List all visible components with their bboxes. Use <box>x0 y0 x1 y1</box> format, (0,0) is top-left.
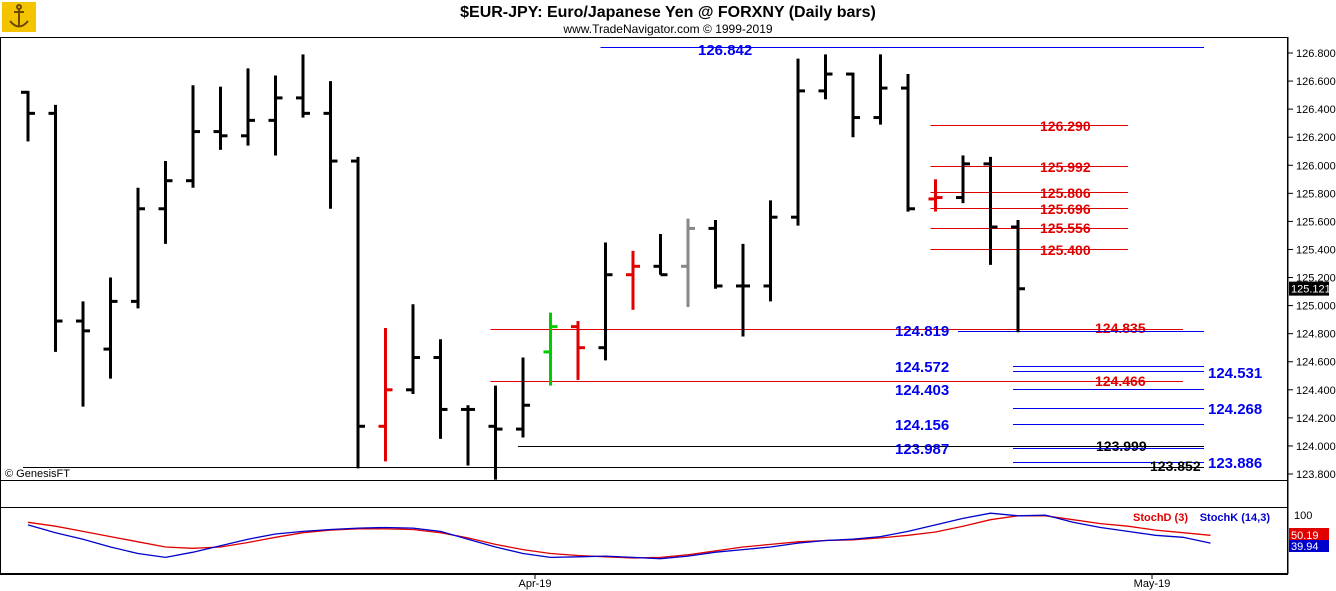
copyright-label: © GenesisFT <box>5 468 70 480</box>
y-tick-label: 126.400 <box>1296 104 1336 116</box>
y-tick-label: 123.800 <box>1296 469 1336 481</box>
level-label: 126.842 <box>698 42 752 59</box>
ohlc-bar <box>158 161 173 244</box>
ohlc-bar <box>131 187 145 309</box>
level-label: 125.556 <box>1040 220 1091 236</box>
ohlc-bar <box>213 86 228 150</box>
page-subtitle: www.TradeNavigator.com © 1999-2019 <box>562 22 772 36</box>
ohlc-bar <box>461 405 475 466</box>
page-title: $EUR-JPY: Euro/Japanese Yen @ FORXNY (Da… <box>460 4 876 21</box>
ohlc-bar <box>681 218 695 308</box>
ohlc-bar <box>241 68 255 146</box>
y-tick-label: 124.600 <box>1296 357 1336 369</box>
stoch-k-line <box>27 512 1211 560</box>
last-price-value: 125.121 <box>1291 284 1331 296</box>
ohlc-bar <box>516 357 530 438</box>
level-label: 124.572 <box>895 359 949 376</box>
ohlc-bar <box>763 200 778 302</box>
level-label: 124.403 <box>895 382 949 399</box>
logo <box>2 2 36 32</box>
y-tick-label: 126.200 <box>1296 132 1336 144</box>
ohlc-bar <box>983 156 998 265</box>
ohlc-bar <box>351 156 365 469</box>
level-label: 124.835 <box>1095 320 1146 336</box>
y-tick-label: 125.600 <box>1296 216 1336 228</box>
stoch-d-tag-bg <box>1289 528 1329 541</box>
level-label: 124.466 <box>1095 373 1146 389</box>
ohlc-bar <box>598 242 613 361</box>
level-label: 125.696 <box>1040 201 1091 217</box>
level-label: 125.992 <box>1040 159 1091 175</box>
ohlc-bar <box>928 179 943 212</box>
stoch-k-tag-value: 39.94 <box>1291 541 1319 553</box>
ohlc-bar <box>186 85 200 188</box>
ohlc-bar <box>48 104 63 352</box>
x-tick-label: May-19 <box>1134 578 1171 590</box>
level-label: 124.156 <box>895 417 949 434</box>
ohlc-bar <box>901 74 915 212</box>
level-label: 125.806 <box>1040 185 1091 201</box>
y-tick-label: 125.000 <box>1296 301 1336 313</box>
y-tick-label: 124.200 <box>1296 413 1336 425</box>
y-tick-label: 124.400 <box>1296 385 1336 397</box>
level-label: 126.290 <box>1040 118 1091 134</box>
y-tick-label: 125.400 <box>1296 244 1336 256</box>
ohlc-bar <box>571 321 585 380</box>
level-label: 123.886 <box>1208 455 1262 472</box>
y-tick-label: 125.800 <box>1296 188 1336 200</box>
stoch-k-tag-bg <box>1289 540 1329 552</box>
stoch-y-tick-100: 100 <box>1294 510 1312 522</box>
ohlc-bars <box>21 54 1025 480</box>
y-tick-label: 126.000 <box>1296 160 1336 172</box>
ohlc-bar <box>956 155 970 204</box>
ohlc-bar <box>791 58 805 226</box>
ohlc-bar <box>543 312 558 386</box>
ohlc-bar <box>846 72 860 138</box>
stoch-d-line <box>27 515 1211 559</box>
y-tick-label: 126.800 <box>1296 48 1336 60</box>
last-price-tag: 125.121 <box>1289 281 1331 296</box>
ohlc-bar <box>21 90 35 142</box>
y-tick-label: 124.000 <box>1296 441 1336 453</box>
x-axis: Apr-19 May-19 <box>518 574 1170 590</box>
level-label: 124.819 <box>895 323 949 340</box>
ohlc-bar <box>268 75 283 156</box>
ohlc-bar <box>76 301 90 407</box>
y-tick-label: 124.800 <box>1296 329 1336 341</box>
ohlc-bar <box>873 54 888 125</box>
ohlc-bar <box>323 81 338 209</box>
stoch-d-tag: 50.19 <box>1289 528 1329 542</box>
ohlc-bar <box>433 339 448 439</box>
stoch-d-tag-value: 50.19 <box>1291 530 1319 542</box>
y-axis: 126.800 126.600 126.400 126.200 126.000 125.8… <box>1288 48 1336 481</box>
level-label: 123.999 <box>1096 438 1147 454</box>
ohlc-bar <box>488 385 503 480</box>
ohlc-bar <box>378 328 393 462</box>
ohlc-bar <box>626 250 640 310</box>
anchor-icon <box>9 4 29 28</box>
x-tick-label: Apr-19 <box>518 578 551 590</box>
legend-stoch-k: StochK (14,3) <box>1200 512 1271 524</box>
level-label: 123.987 <box>895 441 949 458</box>
ohlc-bar <box>736 243 750 337</box>
ohlc-bar <box>1011 219 1025 333</box>
last-price-tag-bg <box>1289 281 1329 296</box>
level-label: 124.531 <box>1208 365 1262 382</box>
y-tick-label: 126.600 <box>1296 76 1336 88</box>
ohlc-bar <box>406 304 420 395</box>
level-label: 123.852 <box>1150 458 1201 474</box>
ohlc-bar <box>103 277 118 379</box>
y-tick-label: 125.200 <box>1296 273 1336 285</box>
level-label: 125.400 <box>1040 242 1091 258</box>
level-label: 124.268 <box>1208 401 1262 418</box>
ohlc-bar <box>818 54 833 100</box>
legend-stoch-d: StochD (3) <box>1133 512 1188 524</box>
ohlc-bar <box>296 54 310 118</box>
stochastic-lines <box>27 512 1211 560</box>
ohlc-bar <box>708 219 723 289</box>
stoch-k-tag: 39.94 <box>1289 540 1329 553</box>
ohlc-bar <box>653 234 668 277</box>
